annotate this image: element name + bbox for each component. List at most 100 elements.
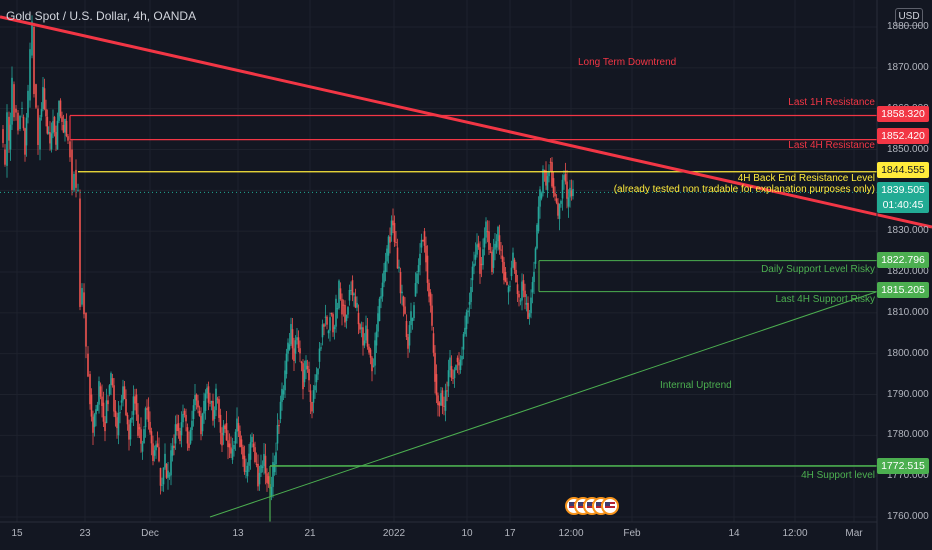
candle-body <box>396 247 399 269</box>
candle-body <box>410 311 412 326</box>
candle-body <box>119 412 121 414</box>
candle-body <box>492 249 495 268</box>
candle-body <box>435 374 438 396</box>
annotation-internal-uptrend: Internal Uptrend <box>660 380 732 391</box>
candle-body <box>281 388 283 402</box>
candle-body <box>33 27 35 95</box>
candle-body <box>561 179 564 199</box>
time-tick-label: 10 <box>461 528 473 539</box>
candle-body <box>24 128 26 155</box>
candle-body <box>170 450 172 476</box>
candle-body <box>71 149 73 190</box>
candle-body <box>164 453 166 468</box>
candle-body <box>144 408 147 428</box>
candle-body <box>491 251 493 273</box>
time-tick-label: 17 <box>504 528 516 539</box>
candle-body <box>255 463 258 465</box>
candle-body <box>302 363 304 390</box>
candle-body <box>558 203 561 219</box>
candle-body <box>563 175 565 180</box>
candle-body <box>194 395 196 406</box>
annotation-last-4h-support: Last 4H Support Risky <box>775 294 876 305</box>
candle-body <box>327 330 330 334</box>
candle-body <box>233 444 235 450</box>
candle-body <box>419 253 421 266</box>
candle-body <box>374 340 376 366</box>
candle-body <box>105 400 108 424</box>
candle-body <box>515 269 517 282</box>
candle-body <box>261 466 264 468</box>
price-label-daily-support: 1822.796 <box>877 252 929 268</box>
us-flag-event-icon[interactable] <box>601 497 619 515</box>
currency-button[interactable]: USD <box>895 8 923 26</box>
candle-body <box>375 331 378 346</box>
candle-body <box>276 425 279 444</box>
candle-body <box>305 360 307 370</box>
candle-body <box>231 449 234 460</box>
price-label-current: 1839.505 <box>877 182 929 198</box>
candle-body <box>207 386 210 403</box>
candle-body <box>426 255 429 283</box>
candle-body <box>117 412 120 436</box>
candle-body <box>291 329 294 349</box>
candle-body <box>50 133 53 150</box>
candle-body <box>356 302 358 308</box>
candle-body <box>65 120 68 137</box>
annotation-daily-support: Daily Support Level Risky <box>761 264 875 275</box>
candle-body <box>437 395 439 406</box>
uptrend-line[interactable] <box>209 291 878 518</box>
candle-body <box>224 425 226 429</box>
candle-body <box>357 312 360 325</box>
candle-body <box>338 280 340 309</box>
candle-body <box>417 265 420 272</box>
candle-body <box>242 446 244 460</box>
candle-body <box>336 308 339 310</box>
candle-body <box>557 202 559 216</box>
candle-body <box>19 115 21 130</box>
candle-body <box>309 390 312 402</box>
candle-body <box>287 342 289 354</box>
candle-body <box>320 347 322 349</box>
candle-body <box>339 288 342 300</box>
candle-body <box>116 417 118 429</box>
candle-body <box>9 124 12 150</box>
candle-body <box>222 425 225 436</box>
candle-body <box>494 243 496 250</box>
candle-body <box>83 292 85 315</box>
candle-body <box>480 263 483 266</box>
candle-body <box>254 447 256 463</box>
candle-body <box>560 200 562 204</box>
candle-body <box>525 302 528 305</box>
price-label-last-4h-support: 1815.205 <box>877 282 929 298</box>
candle-body <box>461 355 463 360</box>
time-tick-label: 23 <box>79 528 91 539</box>
candle-body <box>542 169 544 194</box>
candle-body <box>174 424 177 444</box>
candle-body <box>464 327 466 335</box>
candle-body <box>141 443 144 452</box>
candle-body <box>186 427 189 444</box>
candle-body <box>102 402 105 422</box>
downtrend-line[interactable] <box>0 15 932 229</box>
candle-body <box>453 370 456 379</box>
candle-body <box>29 49 31 101</box>
candle-body <box>11 77 13 125</box>
candle-body <box>465 312 468 330</box>
candle-body <box>240 439 243 447</box>
candle-body <box>213 410 216 419</box>
candle-body <box>383 270 385 283</box>
candle-body <box>167 470 169 478</box>
candle-body <box>73 173 75 191</box>
candle-body <box>267 476 270 485</box>
candle-body <box>329 317 331 331</box>
chart-title: Gold Spot / U.S. Dollar, 4h, OANDA <box>6 9 197 23</box>
candle-body <box>162 467 165 485</box>
candle-body <box>6 112 8 166</box>
candle-body <box>158 447 160 462</box>
candle-body <box>111 378 114 386</box>
candle-body <box>536 224 538 249</box>
candle-body <box>263 454 265 467</box>
candle-body <box>551 162 553 187</box>
